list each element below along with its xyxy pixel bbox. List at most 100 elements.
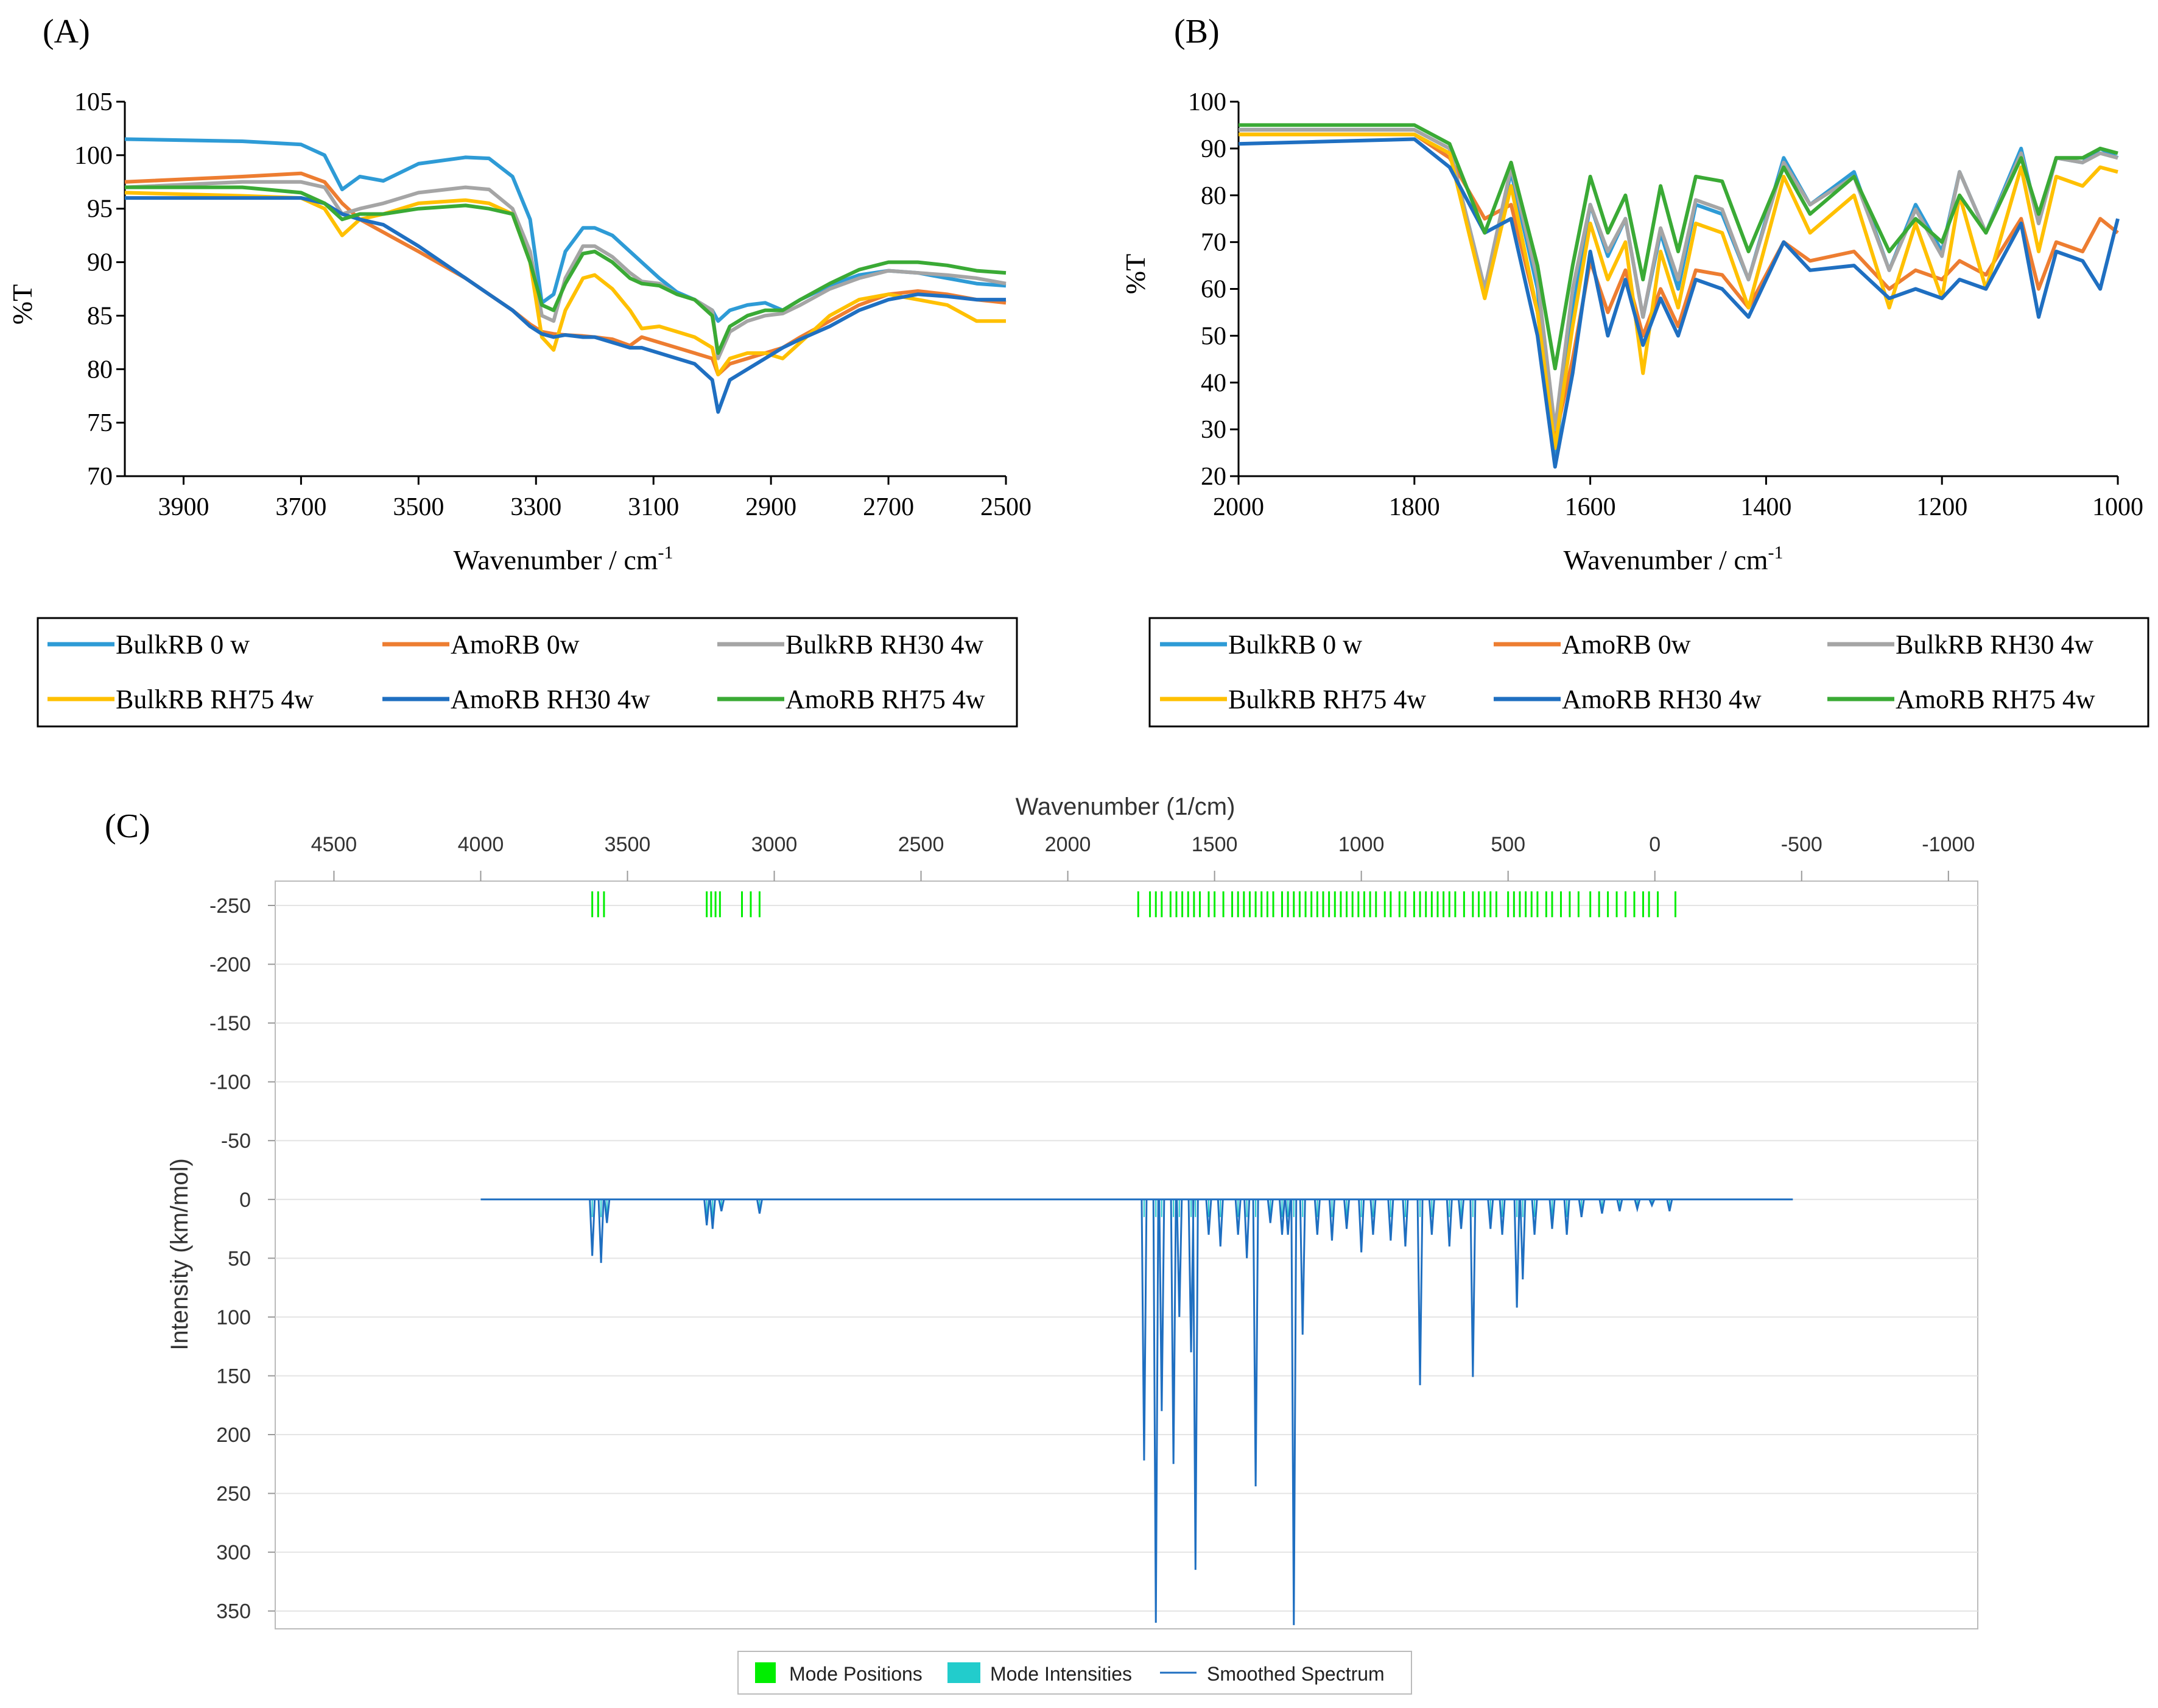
panel-c-spectrum-peak <box>1152 1199 1159 1623</box>
b-series-line-3 <box>1239 128 2118 432</box>
panel-c-y-tick-label: -200 <box>209 954 251 977</box>
panel-c-x-tick-label: 1000 <box>1338 833 1385 856</box>
a-x-tick-label: 3500 <box>393 493 444 521</box>
panel-c-plot-area <box>275 880 1978 1629</box>
b-legend-label: BulkRB RH75 4w <box>1228 684 1426 714</box>
panel-c-spectrum-peak <box>709 1199 716 1229</box>
panel-c-spectrum-peak <box>1387 1199 1394 1241</box>
a-legend-label: AmoRB 0w <box>451 630 580 659</box>
panel-c-spectrum-peak <box>1548 1199 1556 1229</box>
panel-c: (C) Wavenumber (1/cm) 4500 4000 3500 3000 25… <box>105 793 1978 1695</box>
b-y-tick-label: 90 <box>1201 135 1226 163</box>
b-y-tick-label: 60 <box>1201 276 1226 304</box>
panel-b-x-label-text: Wavenumber / cm <box>1563 544 1768 575</box>
panel-b-series <box>1238 123 2120 469</box>
panel-c-smoothed-spectrum <box>480 1198 1793 1625</box>
panel-c-spectrum-peak <box>1416 1199 1424 1385</box>
panel-c-mode-positions <box>591 891 1676 918</box>
a-series-line-6 <box>125 185 1007 355</box>
panel-c-spectrum-peak <box>1499 1199 1506 1235</box>
a-y-tick-label: 95 <box>87 195 113 223</box>
panel-c-x-tick-label: 3000 <box>751 833 798 856</box>
panel-c-y-tick-label: 100 <box>216 1306 251 1329</box>
panel-c-legend-box <box>737 1651 1412 1695</box>
panel-c-legend-label: Mode Intensities <box>990 1663 1132 1685</box>
a-legend-label: BulkRB RH75 4w <box>116 684 314 714</box>
a-series-line-5 <box>125 196 1006 414</box>
panel-c-x-tick-label: -1000 <box>1922 833 1975 856</box>
panel-c-y-tick-label: 150 <box>216 1365 251 1388</box>
b-x-tick-label: 1800 <box>1389 493 1440 521</box>
panel-c-y-tick-label: 50 <box>228 1247 251 1270</box>
panel-c-spectrum-peak <box>1313 1199 1321 1235</box>
a-y-tick-label: 100 <box>74 142 113 170</box>
panel-b-y-ticks: 20 30 40 50 60 70 80 90 100 <box>1188 88 1239 491</box>
panel-c-spectrum-peak <box>1446 1199 1453 1247</box>
panel-c-spectrum-peak <box>1402 1199 1409 1247</box>
a-series-line-1 <box>124 137 1007 323</box>
b-x-tick-label: 1400 <box>1740 493 1791 521</box>
a-legend-label: BulkRB RH30 4w <box>786 630 983 659</box>
b-legend-label: BulkRB 0 w <box>1228 630 1362 659</box>
panel-c-y-label: Intensity (km/mol) <box>166 1158 193 1351</box>
panel-c-legend-label: Mode Positions <box>789 1663 923 1685</box>
panel-c-legend-label: Smoothed Spectrum <box>1207 1663 1385 1685</box>
b-legend-label: AmoRB 0w <box>1562 630 1691 659</box>
panel-b-x-label: Wavenumber / cm-1 <box>1563 543 1783 575</box>
a-series-line-3 <box>124 180 1007 360</box>
a-x-tick-label: 2900 <box>745 493 796 521</box>
b-x-tick-label: 1000 <box>2092 493 2143 521</box>
panel-c-spectrum-peak <box>1176 1199 1183 1317</box>
panel-c-spectrum-peak <box>1487 1199 1494 1229</box>
a-y-tick-label: 80 <box>87 356 113 384</box>
panel-b-x-ticks: 2000 1800 1600 1400 1200 1000 <box>1213 476 2143 521</box>
panel-c-x-tick-label: 2500 <box>898 833 944 856</box>
a-series-line-2 <box>124 171 1007 377</box>
panel-c-y-tick-label: -250 <box>209 894 251 918</box>
panel-a-legend: BulkRB 0 w AmoRB 0w BulkRB RH30 4w BulkRB R… <box>47 630 985 714</box>
b-y-tick-label: 50 <box>1201 322 1226 350</box>
panel-c-legend-swatch-mode-positions <box>755 1662 776 1683</box>
panel-a-series <box>124 137 1007 414</box>
a-x-tick-label: 2700 <box>863 493 914 521</box>
b-legend-label: AmoRB RH75 4w <box>1896 684 2095 714</box>
panel-c-y-tick-label: -100 <box>209 1071 251 1094</box>
panel-b-legend-box <box>1148 617 2149 728</box>
panel-c-y-tick-label: -50 <box>221 1130 251 1153</box>
b-series-line-6 <box>1239 123 2118 371</box>
panel-c-spectrum-peak <box>1469 1199 1477 1377</box>
panel-c-spectrum-peak <box>1563 1199 1570 1235</box>
panel-c-spectrum-peak <box>1299 1199 1306 1335</box>
panel-c-spectrum-peak <box>1284 1199 1292 1235</box>
b-series-line-4 <box>1239 132 2118 450</box>
panel-c-x-tick-label: 0 <box>1649 833 1661 856</box>
panel-c-x-tick-label: 500 <box>1491 833 1525 856</box>
panel-c-spectrum-peak <box>1648 1199 1656 1208</box>
panel-c-x-tick-label: 4000 <box>458 833 504 856</box>
b-series-line-5 <box>1238 137 2120 469</box>
panel-c-y-tick-label: -150 <box>209 1012 251 1035</box>
panel-c-spectrum-peak <box>1531 1199 1538 1235</box>
b-y-tick-label: 100 <box>1188 88 1226 116</box>
b-series-line-1 <box>1239 128 2119 460</box>
panel-c-y-tick-label: 350 <box>216 1600 251 1623</box>
panel-c-spectrum-peak <box>1328 1199 1335 1241</box>
panel-a-legend-box <box>37 617 1018 728</box>
panel-c-spectrum-peak <box>1217 1199 1224 1247</box>
a-x-tick-label: 3700 <box>275 493 326 521</box>
a-y-tick-label: 70 <box>87 463 113 491</box>
panel-b-x-label-sup: -1 <box>1768 543 1784 563</box>
panel-a-x-label-sup: -1 <box>658 543 673 563</box>
panel-a-y-ticks: 70 75 80 85 90 95 100 105 <box>74 88 125 491</box>
panel-a-x-label-text: Wavenumber / cm <box>453 544 658 575</box>
panel-c-spectrum-peak <box>703 1199 711 1226</box>
b-y-tick-label: 30 <box>1201 416 1226 444</box>
b-y-tick-label: 40 <box>1201 369 1226 397</box>
panel-c-x-tick-label: 3500 <box>605 833 651 856</box>
panel-b-label: (B) <box>1174 13 1220 51</box>
panel-c-spectrum-peak <box>718 1199 725 1212</box>
panel-c-x-title: Wavenumber (1/cm) <box>1016 793 1235 820</box>
panel-c-spectrum-peak <box>1578 1199 1585 1217</box>
